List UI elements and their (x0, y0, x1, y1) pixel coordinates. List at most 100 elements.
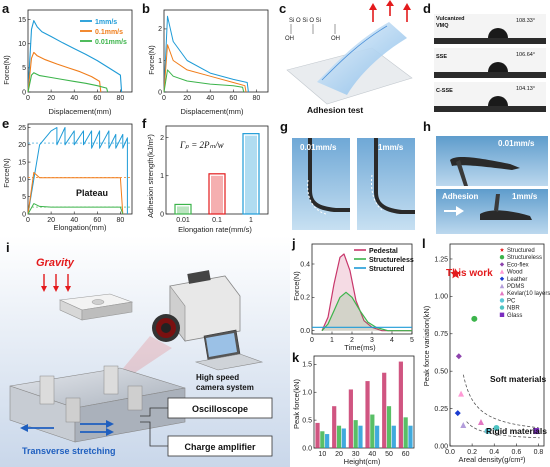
peeling-film (317, 22, 407, 95)
laptop (194, 329, 264, 371)
panel-l-ytick-label: 0.25 (434, 406, 448, 413)
panel-j-xlabel: Time(ms) (344, 343, 376, 352)
panel-j-ytick-label: 0.2 (300, 295, 310, 302)
panel-b-series-2 (163, 69, 245, 93)
panel-e-xtick-label: 80 (117, 217, 125, 224)
panel-l-point-eco-flex (455, 353, 462, 360)
name-csse: C-SSE (436, 88, 453, 94)
panel-b-xtick-label: 20 (183, 95, 191, 102)
panel-k-bar-structureless-20 (336, 425, 342, 448)
panel-f: f Adhesion strength(kJ/m²) Γₚ = 2Pₘ/w 0 1… (142, 118, 269, 234)
legend-structured: Structured (369, 266, 404, 273)
panel-b-frame (163, 9, 269, 93)
panel-k-bar-pedestal-10 (315, 422, 320, 448)
panel-l-point-nbr (493, 425, 500, 432)
panel-b-xtick-label: 80 (253, 95, 261, 102)
drop-weight (58, 293, 134, 321)
plateau-annotation: Plateau (76, 188, 108, 198)
panel-l-frame (449, 243, 545, 447)
panel-a-frame (27, 9, 133, 93)
panel-a-series-2 (27, 72, 109, 93)
panel-l-xlabel: Areal density(g/cm²) (458, 455, 526, 464)
panel-l-xtick-label: 0.6 (511, 449, 521, 456)
legend-structureless: Structureless (369, 257, 414, 264)
stretch-arrows (20, 420, 114, 436)
panel-k-xtick-label: 30 (352, 451, 360, 458)
panel-l-legend-label-6: Kevlar(10 layers) (507, 291, 550, 297)
panel-j-xtick-label: 0 (310, 337, 314, 344)
panel-l-legend-marker-6 (499, 291, 505, 296)
svg-text:OH: OH (331, 36, 340, 42)
panel-f-xtick-label: 0.01 (176, 217, 190, 224)
panel-l-legend-label-1: Structureless (507, 255, 542, 261)
svg-text:Vulcanized: Vulcanized (436, 16, 465, 22)
panel-l-legend-label-0: Structured (507, 248, 535, 254)
gravity-label: Gravity (36, 257, 75, 269)
panel-l-xtick-label: 0.4 (489, 449, 499, 456)
panel-l-point-structured (450, 268, 461, 279)
panel-j-ylabel: Force(N) (292, 271, 301, 301)
panel-k-xtick-label: 20 (335, 451, 343, 458)
panel-e-xtick-label: 60 (93, 217, 101, 224)
panel-h: h 0.01mm/s Adhesion 1mm/s (420, 120, 550, 235)
panel-f-ytick-label: 0 (160, 211, 164, 218)
panel-b-xlabel: Displacement(mm) (181, 107, 244, 116)
panel-j-xtick-label: 3 (370, 337, 374, 344)
panel-l-legend-marker-0 (499, 247, 505, 252)
this-work-label: This work (446, 268, 493, 279)
panel-b-series-0 (163, 15, 249, 93)
panel-j-xtick-label: 2 (350, 337, 354, 344)
panel-f-ylabel: Adhesion strength(kJ/m²) (146, 134, 155, 218)
panel-k-frame (313, 355, 415, 449)
panel-k-ytick-label: 0.5 (302, 417, 312, 424)
panel-k-xtick-label: 60 (402, 451, 410, 458)
panel-l-ytick-label: 1.25 (434, 256, 448, 263)
angle-csse: 104.13° (516, 86, 535, 92)
panel-f-ytick-label: 1 (160, 173, 164, 180)
panel-g-label: g (280, 120, 288, 134)
panel-i-label: i (6, 240, 10, 255)
adhesion-arrow (444, 206, 464, 216)
panel-j-legend: Pedestal Structureless Structured (354, 248, 414, 273)
svg-text:OH: OH (285, 36, 294, 42)
panel-l-ylabel: Peak force variation(kN) (422, 305, 431, 386)
panel-a-label: a (2, 1, 10, 16)
panel-e-ytick-label: 5 (22, 194, 26, 201)
panel-l-ytick-label: 1.00 (434, 294, 448, 301)
panel-a-xtick-label: 80 (117, 95, 125, 102)
panel-k-bar-pedestal-20 (332, 406, 337, 448)
photo-g-right (357, 138, 415, 230)
panel-a-ytick-label: 5 (22, 65, 26, 72)
panel-k-xtick-label: 40 (368, 451, 376, 458)
svg-text:Si O Si O Si: Si O Si O Si (289, 18, 321, 24)
panel-a-xtick-label: 0 (26, 95, 30, 102)
panel-l-xtick-label: 0.2 (467, 449, 477, 456)
legend-pedestal: Pedestal (369, 248, 398, 255)
panel-l-ytick-label: 0.00 (434, 443, 448, 450)
panel-j: j Force(N) 0 1 2 3 4 5 0.0 0.2 0.4 Time(ms) Pede… (291, 236, 414, 352)
panel-g: g 0.01mm/s 1mm/s (278, 120, 418, 235)
panel-l-legend-marker-9 (499, 312, 505, 317)
panel-f-ytick-label: 2 (160, 135, 164, 142)
panel-f-bar-1 (242, 133, 260, 215)
panel-j-xtick-label: 4 (390, 337, 394, 344)
panel-k-label: k (292, 352, 300, 365)
panel-j-series-structureless (321, 291, 412, 332)
panel-k: k Peak force(kN) 0.0 0.5 1.0 1.5 10 20 30 40 50 6… (292, 352, 415, 466)
panel-b-label: b (142, 1, 150, 16)
rigid-materials-label: Rigid materials (486, 426, 547, 436)
panel-k-ytick-label: 1.5 (302, 362, 312, 369)
panel-a-series-0 (27, 20, 123, 93)
panel-e-xlabel: Elongation(mm) (54, 223, 107, 232)
panel-k-bar-structureless-40 (370, 414, 375, 448)
panel-j-xtick-label: 1 (330, 337, 334, 344)
panel-b-ytick-label: 0 (158, 89, 162, 96)
panel-a-xtick-label: 60 (93, 95, 101, 102)
panel-b: b Force(N) 0 20 40 60 80 0 1 2 Displacement(mm) (142, 1, 269, 116)
amplifier-label: Charge amplifier (184, 442, 256, 452)
g-left-label: 0.01mm/s (300, 143, 337, 152)
panel-e-xtick-label: 0 (26, 217, 30, 224)
panel-e-ylabel: Force(N) (2, 158, 11, 188)
panel-l-ytick-label: 0.75 (434, 331, 448, 338)
panel-e-series-2 (27, 203, 124, 215)
